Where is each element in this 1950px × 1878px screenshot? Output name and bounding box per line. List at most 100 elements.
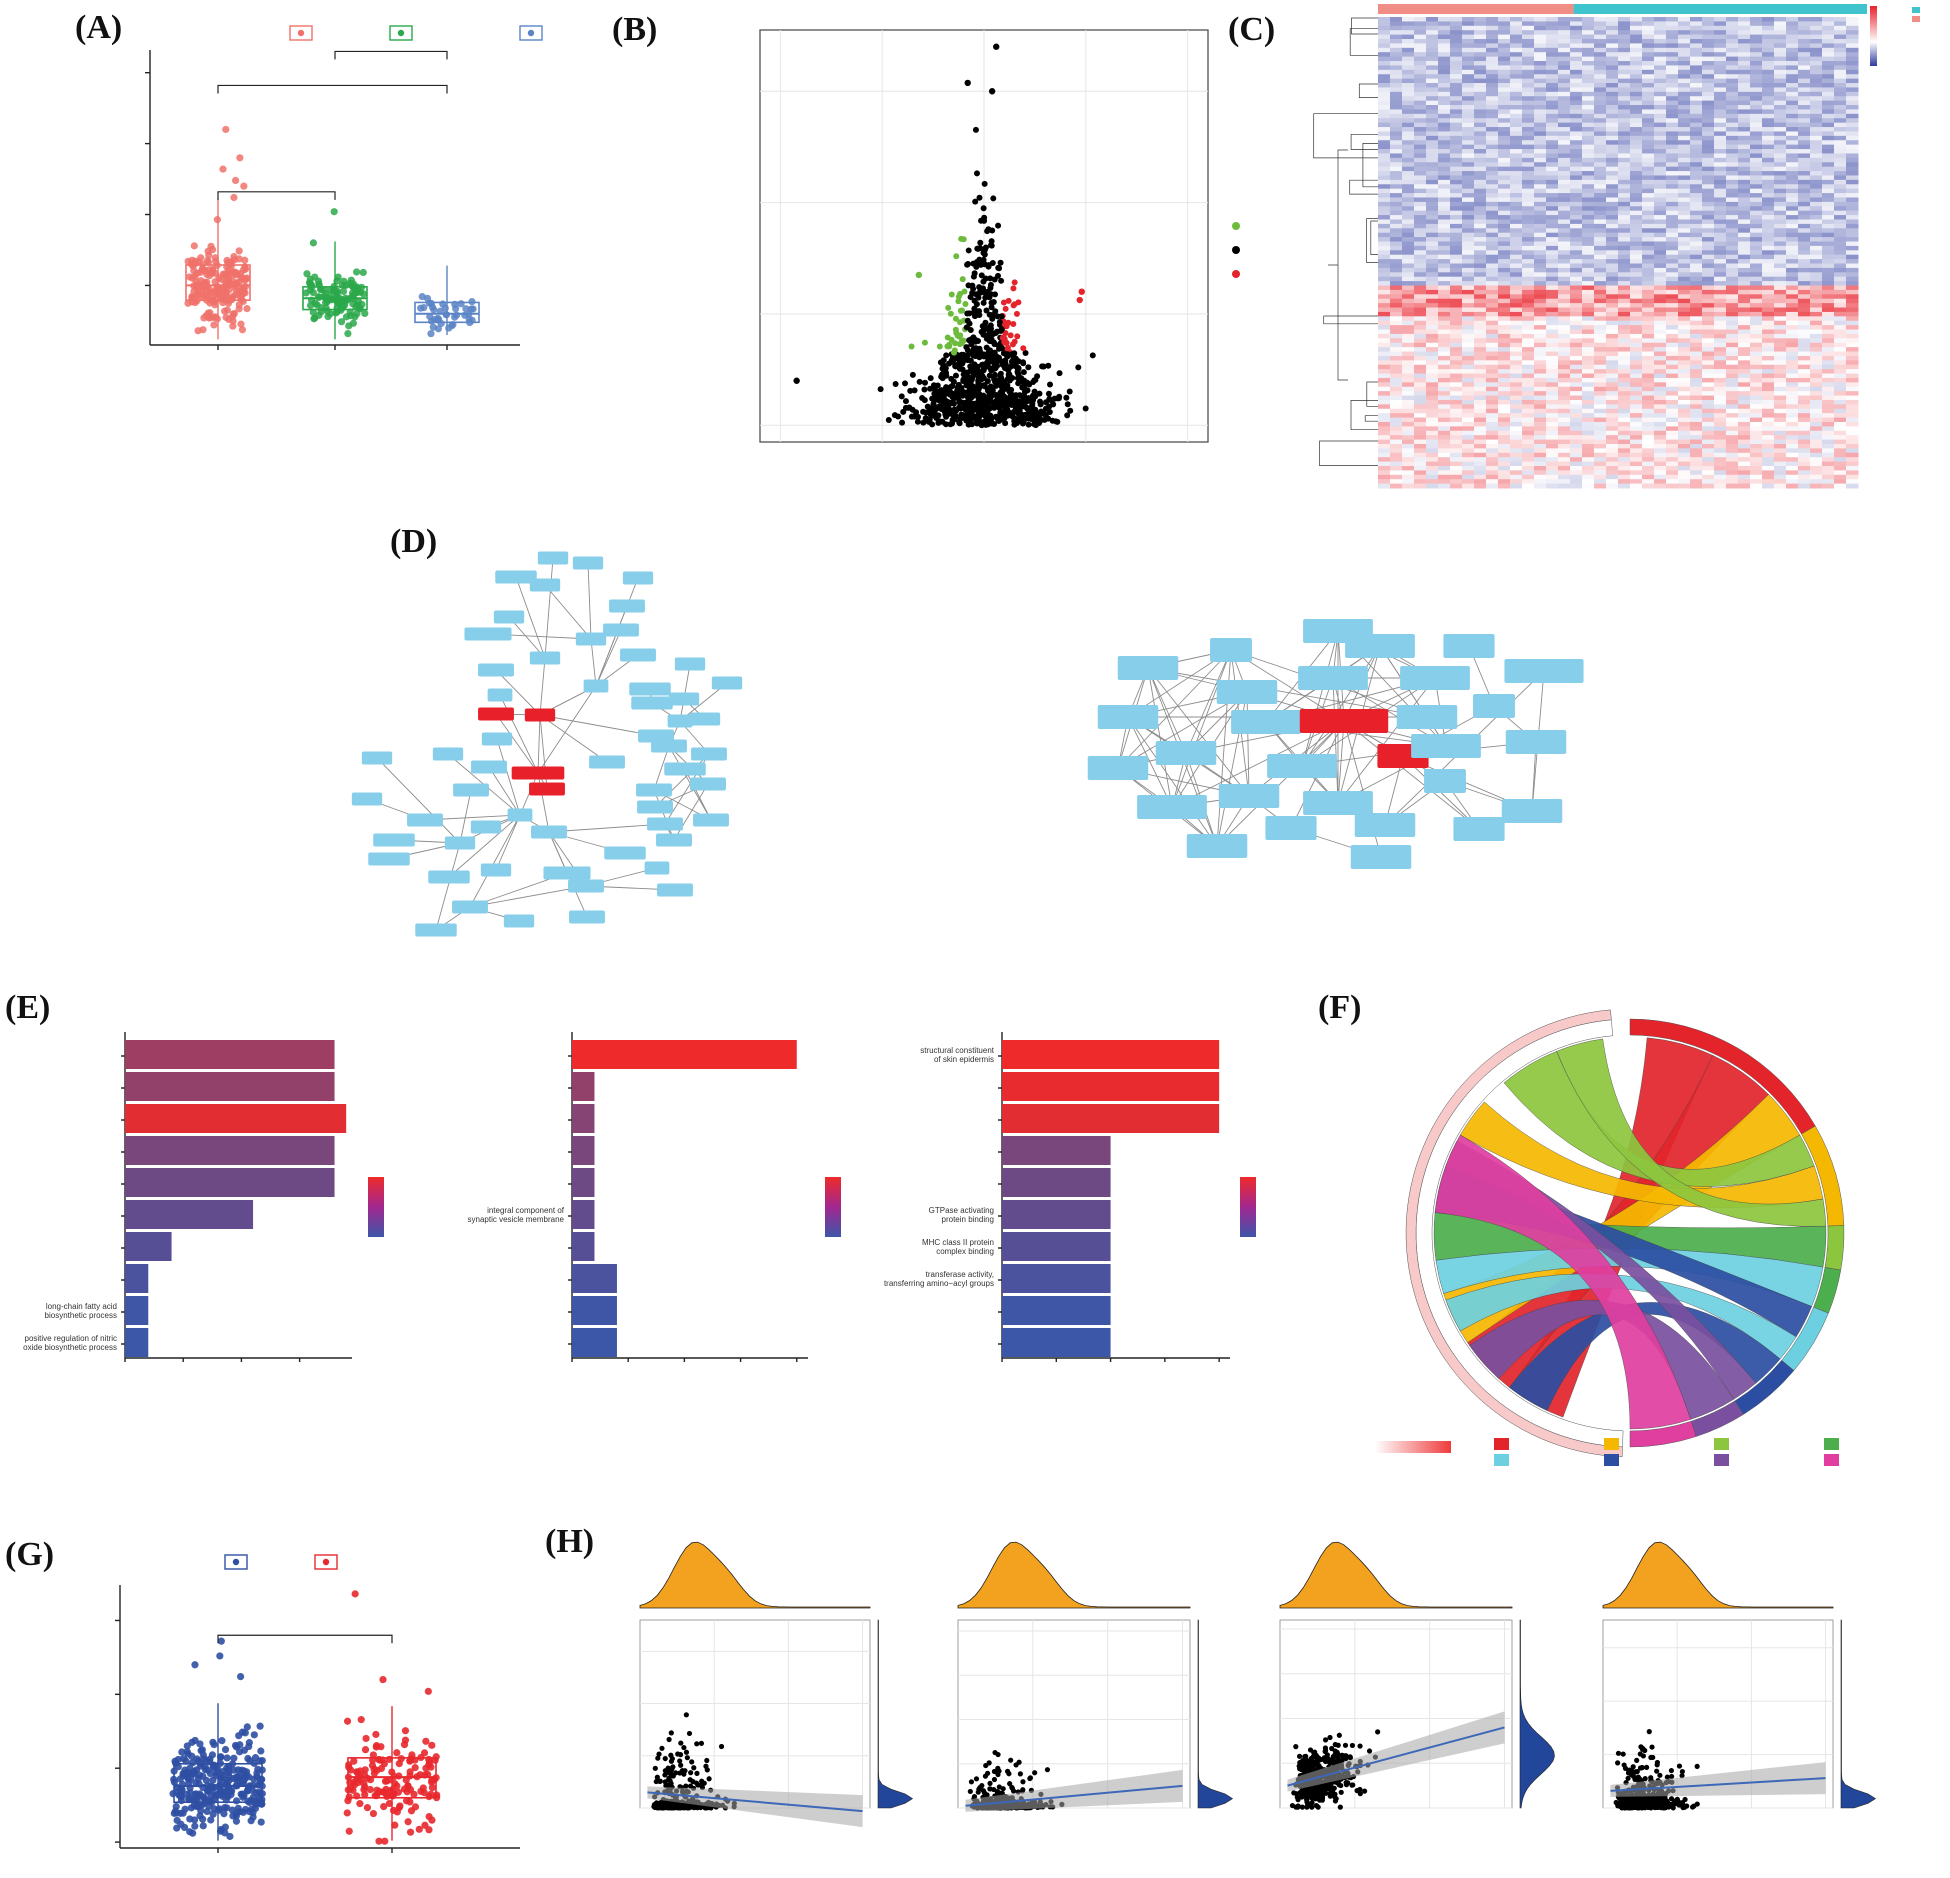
heatmap-cell [1450,109,1463,115]
heatmap-cell [1594,87,1607,93]
volcano-point [988,367,995,374]
heatmap-cell [1846,113,1859,119]
heatmap-cell [1594,109,1607,115]
heatmap-cell [1390,109,1403,115]
data-point [306,275,314,283]
heatmap-cell [1702,342,1715,348]
heatmap-cell [1702,285,1715,291]
heatmap-cell [1774,193,1787,198]
panel-a-boxplot [145,25,543,350]
heatmap-cell [1414,228,1427,234]
heatmap-cell [1570,272,1583,278]
heatmap-cell [1558,162,1571,168]
heatmap-cell [1390,140,1403,146]
heatmap-cell [1414,245,1427,251]
heatmap-cell [1462,166,1475,172]
heatmap-cell [1510,197,1523,203]
heatmap-cell [1714,395,1727,401]
heatmap-cell [1462,285,1475,291]
heatmap-cell [1594,69,1607,75]
heatmap-cell [1738,320,1751,326]
heatmap-cell [1534,69,1547,75]
heatmap-cell [1402,47,1415,53]
heatmap-cell [1666,232,1679,238]
heatmap-cell [1606,43,1619,49]
heatmap-cell [1642,325,1655,331]
heatmap-cell [1390,17,1403,22]
heatmap-cell [1630,320,1643,326]
heatmap-cell [1510,135,1523,141]
heatmap-cell [1810,281,1823,287]
heatmap-cell [1798,219,1811,225]
heatmap-cell [1822,201,1835,207]
heatmap-cell [1606,404,1619,410]
heatmap-cell [1558,338,1571,344]
panel-label-a: (A) [75,9,122,46]
heatmap-cell [1546,21,1559,27]
heatmap-cell [1678,162,1691,168]
heatmap-cell [1402,100,1415,106]
heatmap-cell [1570,65,1583,71]
heatmap-cell [1534,175,1547,181]
heatmap-cell [1402,232,1415,238]
heatmap-cell [1714,289,1727,295]
heatmap-cell [1510,228,1523,234]
heatmap-cell [1750,201,1763,207]
heatmap-cell [1834,100,1847,106]
heatmap-cell [1498,333,1511,339]
heatmap-cell [1702,382,1715,388]
data-point [201,266,209,275]
data-point [243,305,251,313]
heatmap-cell [1498,259,1511,265]
heatmap-cell [1498,135,1511,141]
heatmap-cell [1522,351,1535,357]
heatmap-cell [1558,43,1571,49]
heatmap-cell [1786,307,1799,313]
heatmap-cell [1762,175,1775,181]
heatmap-cell [1822,206,1835,212]
heatmap-cell [1726,175,1739,181]
heatmap-cell [1414,118,1427,124]
heatmap-cell [1786,285,1799,291]
heatmap-cell [1450,39,1463,44]
heatmap-cell [1606,298,1619,304]
heatmap-cell [1582,307,1595,313]
data-point [238,326,247,334]
heatmap-cell [1546,263,1559,269]
heatmap-cell [1666,259,1679,265]
heatmap-cell [1822,131,1835,137]
heatmap-cell [1666,162,1679,168]
heatmap-cell [1798,369,1811,375]
heatmap-cell [1834,289,1847,295]
heatmap-cell [1606,316,1619,322]
heatmap-cell [1402,113,1415,119]
heatmap-cell [1726,144,1739,150]
heatmap-cell [1474,404,1487,410]
heatmap-cell [1750,276,1763,282]
heatmap-cell [1738,245,1751,251]
volcano-point [968,388,975,395]
heatmap-cell [1846,316,1859,322]
heatmap-cell [1702,171,1715,176]
heatmap-cell [1786,65,1799,71]
volcano-point [1007,363,1014,370]
heatmap-cell [1402,74,1415,80]
heatmap-cell [1738,197,1751,203]
heatmap-cell [1546,188,1559,194]
heatmap-cell [1402,311,1415,317]
heatmap-cell [1546,325,1559,331]
heatmap-cell [1390,263,1403,269]
volcano-point [999,334,1006,341]
heatmap-cell [1450,171,1463,176]
heatmap-cell [1486,399,1499,405]
heatmap-cell [1534,96,1547,102]
heatmap-cell [1630,395,1643,401]
heatmap-cell [1450,122,1463,128]
heatmap-cell [1630,56,1643,62]
heatmap-cell [1402,140,1415,146]
volcano-point [998,400,1005,407]
heatmap-cell [1414,25,1427,31]
heatmap-cell [1846,219,1859,225]
heatmap-cell [1714,285,1727,291]
heatmap-cell [1582,206,1595,212]
